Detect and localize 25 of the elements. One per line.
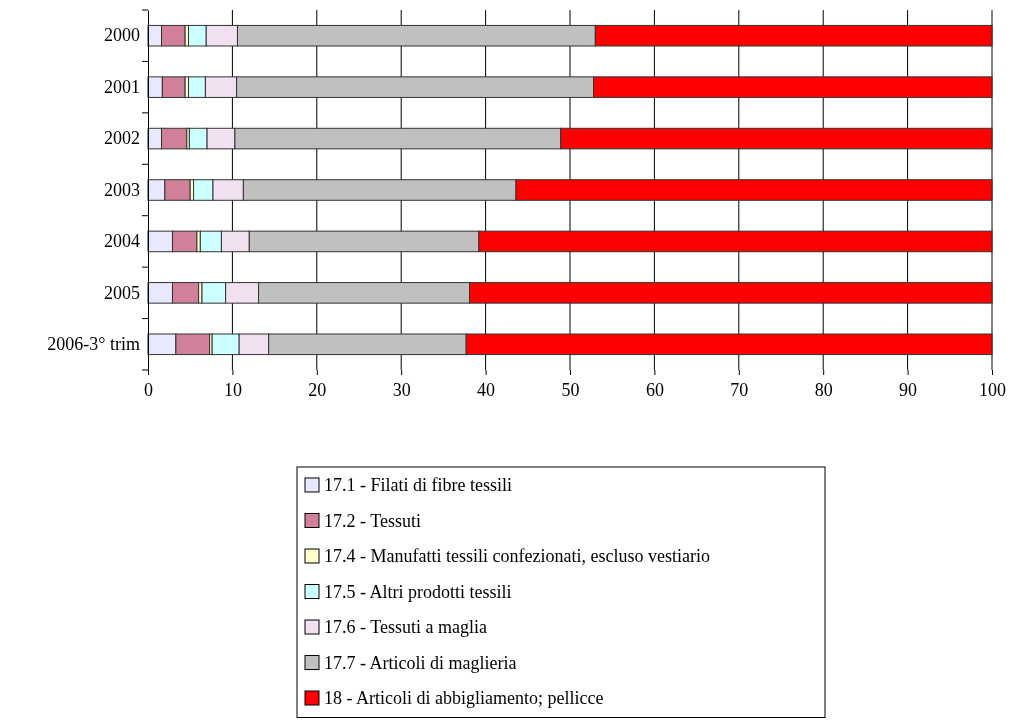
x-tick-label: 40 [477, 379, 496, 400]
y-tick-label: 2000 [104, 25, 140, 46]
legend-label: 17.2 - Tessuti [324, 510, 421, 531]
legend-label: 17.7 - Articoli di maglieria [324, 652, 517, 673]
legend-label: 17.4 - Manufatti tessili confezionati, escluso vestiario [324, 546, 710, 566]
x-tick-label: 10 [223, 379, 242, 400]
x-tick-label: 70 [730, 379, 749, 400]
y-tick-label: 2003 [104, 179, 140, 200]
x-tick-label: 0 [144, 379, 153, 400]
y-tick-label: 2006-3° trim [47, 334, 140, 355]
x-tick-label: 80 [814, 379, 833, 400]
legend-label: 17.5 - Altri prodotti tessili [324, 581, 512, 602]
x-tick-label: 30 [392, 379, 411, 400]
x-tick-label: 50 [561, 379, 580, 400]
y-tick-label: 2005 [104, 282, 140, 303]
x-tick-label: 60 [645, 379, 664, 400]
legend-label: 17.6 - Tessuti a maglia [324, 617, 487, 637]
legend-label: 17.1 - Filati di fibre tessili [324, 475, 512, 495]
y-tick-label: 2001 [104, 76, 140, 97]
y-tick-label: 2004 [104, 231, 140, 252]
legend-label: 18 - Articoli di abbigliamento; pellicce [324, 688, 604, 708]
x-tick-label: 20 [308, 379, 327, 400]
x-tick-label: 90 [899, 379, 918, 400]
x-tick-label: 100 [979, 379, 1006, 400]
y-tick-label: 2002 [104, 128, 140, 149]
